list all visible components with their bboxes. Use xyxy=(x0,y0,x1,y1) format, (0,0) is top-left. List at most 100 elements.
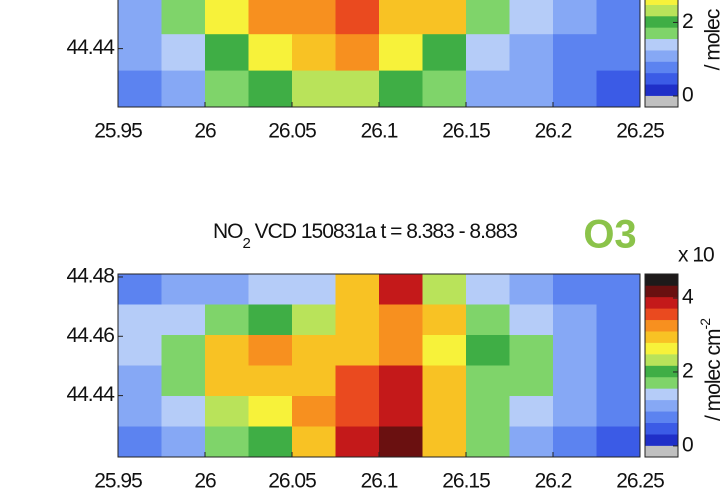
heat-cell xyxy=(553,396,597,427)
x-tick-label: 26.05 xyxy=(268,470,316,493)
heat-cell xyxy=(379,335,423,366)
heat-cell xyxy=(292,0,336,35)
heat-cell xyxy=(248,365,293,397)
y-tick-label: 44.44 xyxy=(66,383,115,406)
colorbar-label-sup: -2 xyxy=(697,318,713,330)
heat-cell xyxy=(205,304,249,336)
colorbar-band xyxy=(645,331,678,343)
heat-cell xyxy=(248,426,293,458)
heat-cell xyxy=(379,396,423,427)
heat-cell xyxy=(248,396,293,427)
heat-cell xyxy=(335,34,380,72)
x-tick-label: 26.25 xyxy=(616,470,664,493)
colorbar-band xyxy=(645,445,678,458)
colorbar-scale: x 10 xyxy=(678,244,714,267)
heat-cell xyxy=(161,426,206,458)
colorbar-tick-label: 0 xyxy=(682,433,693,456)
colorbar-band xyxy=(645,95,678,108)
heat-cell xyxy=(466,34,510,72)
x-tick-label: 26.25 xyxy=(616,120,664,143)
colorbar-band xyxy=(645,285,678,298)
heat-cell xyxy=(596,34,641,72)
heat-cell xyxy=(596,70,641,108)
colorbar-band xyxy=(645,342,678,355)
colorbar-tick-label: 2 xyxy=(682,360,693,383)
colorbar-tick-label: 4 xyxy=(682,286,694,309)
x-tick-label: 26.15 xyxy=(442,120,490,143)
heat-cell xyxy=(466,365,510,397)
heat-cell xyxy=(161,335,206,366)
heat-cell xyxy=(118,274,162,305)
heat-cell xyxy=(422,304,467,336)
heat-cell xyxy=(292,304,336,336)
colorbar-band xyxy=(645,16,678,28)
heat-cell xyxy=(509,0,554,35)
heat-cell xyxy=(466,396,510,427)
heat-cell xyxy=(205,396,249,427)
heat-cell xyxy=(509,70,554,108)
heat-cell xyxy=(379,365,423,397)
y-tick-label: 44.48 xyxy=(66,265,114,288)
heat-cell xyxy=(379,70,423,108)
heat-cell xyxy=(509,426,554,458)
x-tick-label: 26.15 xyxy=(442,470,490,493)
colorbar-tick-label: 0 xyxy=(682,84,693,107)
heat-cell xyxy=(292,70,336,108)
heat-cell xyxy=(161,70,206,108)
heat-cell xyxy=(596,396,641,427)
heat-cell xyxy=(466,335,510,366)
heat-cell xyxy=(422,426,467,458)
heat-cell xyxy=(205,70,249,108)
heat-cell xyxy=(596,274,641,305)
colorbar-band xyxy=(645,354,678,366)
colorbar-band xyxy=(645,422,678,435)
heat-cell xyxy=(118,0,162,35)
heat-cell xyxy=(422,274,467,305)
colorbar-band xyxy=(645,308,678,321)
heat-cell xyxy=(379,426,423,458)
colorbar-band xyxy=(645,296,678,309)
heat-cell xyxy=(292,396,336,427)
heat-cell xyxy=(118,365,162,397)
heat-cell xyxy=(422,365,467,397)
heat-cell xyxy=(596,426,641,458)
colorbar-frame xyxy=(644,273,679,458)
colorbar-band xyxy=(645,38,678,51)
heat-cell xyxy=(248,335,293,366)
heat-cell xyxy=(422,335,467,366)
heat-cell xyxy=(292,274,336,305)
heat-cell xyxy=(248,70,293,108)
heat-cell xyxy=(118,426,162,458)
heat-cell xyxy=(596,365,641,397)
heat-cell xyxy=(422,34,467,72)
heat-cell xyxy=(292,335,336,366)
heat-cell xyxy=(118,335,162,366)
heat-cell xyxy=(118,70,162,108)
heat-cell xyxy=(161,274,206,305)
colorbar-label: / molec cm-2 xyxy=(697,318,722,421)
heat-cell xyxy=(553,304,597,336)
heat-cell xyxy=(596,0,641,35)
heat-cell xyxy=(379,34,423,72)
colorbar-band xyxy=(645,61,678,74)
y-tick-label: 44.44 xyxy=(66,36,115,59)
heat-cell xyxy=(509,304,554,336)
heat-cell xyxy=(422,0,467,35)
heat-cell xyxy=(596,304,641,336)
colorbar-band xyxy=(645,4,678,17)
heat-cell xyxy=(466,426,510,458)
heat-cell xyxy=(509,274,554,305)
heat-cell xyxy=(379,274,423,305)
heat-cell xyxy=(161,365,206,397)
heat-cell xyxy=(509,335,554,366)
colorbar-tick-label: 2 xyxy=(682,10,693,33)
colorbar-band xyxy=(645,411,678,423)
heat-cell xyxy=(509,365,554,397)
heat-cell xyxy=(335,365,380,397)
heat-cell xyxy=(205,426,249,458)
heat-cell xyxy=(248,0,293,35)
heat-cell xyxy=(161,304,206,336)
y-tick-label: 44.46 xyxy=(66,324,114,347)
heat-cell xyxy=(205,335,249,366)
